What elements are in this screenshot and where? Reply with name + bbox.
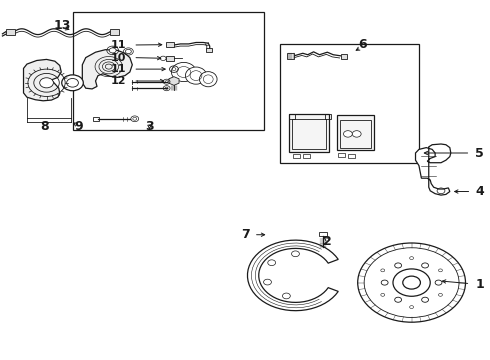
- Circle shape: [352, 131, 361, 137]
- Text: 2: 2: [323, 235, 332, 248]
- Text: 5: 5: [475, 147, 484, 159]
- Text: 9: 9: [74, 120, 83, 132]
- Text: 4: 4: [475, 185, 484, 198]
- Bar: [337, 115, 374, 150]
- Text: 12: 12: [111, 76, 126, 86]
- Circle shape: [264, 279, 271, 285]
- Polygon shape: [24, 59, 61, 101]
- Bar: [6, 29, 15, 35]
- Bar: [338, 153, 345, 157]
- Text: 7: 7: [241, 228, 250, 241]
- Bar: [348, 154, 355, 158]
- Bar: [292, 119, 326, 149]
- Bar: [341, 54, 347, 59]
- Text: 8: 8: [40, 120, 49, 132]
- Bar: [293, 154, 300, 158]
- Circle shape: [109, 48, 116, 53]
- Bar: [289, 114, 295, 119]
- Bar: [93, 117, 99, 121]
- Bar: [325, 114, 331, 119]
- Text: 6: 6: [358, 39, 367, 51]
- Bar: [73, 12, 264, 130]
- Text: 3: 3: [145, 120, 154, 132]
- Text: 13: 13: [54, 19, 72, 32]
- Polygon shape: [416, 144, 451, 195]
- Bar: [110, 29, 119, 35]
- Circle shape: [282, 293, 290, 299]
- Text: 1: 1: [475, 278, 484, 291]
- Bar: [206, 48, 212, 52]
- Ellipse shape: [199, 72, 217, 87]
- Circle shape: [268, 260, 275, 266]
- Text: 11: 11: [111, 40, 126, 50]
- Bar: [319, 232, 327, 236]
- Circle shape: [40, 78, 53, 88]
- Circle shape: [343, 131, 352, 137]
- Circle shape: [292, 251, 299, 257]
- Text: 10: 10: [111, 53, 126, 63]
- Text: 11: 11: [111, 64, 126, 74]
- Bar: [289, 114, 329, 152]
- Polygon shape: [82, 50, 132, 89]
- Bar: [280, 44, 419, 163]
- Ellipse shape: [185, 67, 207, 84]
- Bar: [166, 56, 174, 61]
- Circle shape: [62, 75, 83, 91]
- Bar: [287, 53, 294, 59]
- Bar: [303, 154, 310, 158]
- Bar: [166, 42, 174, 47]
- Ellipse shape: [172, 62, 196, 82]
- Polygon shape: [247, 240, 338, 311]
- Bar: [340, 120, 371, 148]
